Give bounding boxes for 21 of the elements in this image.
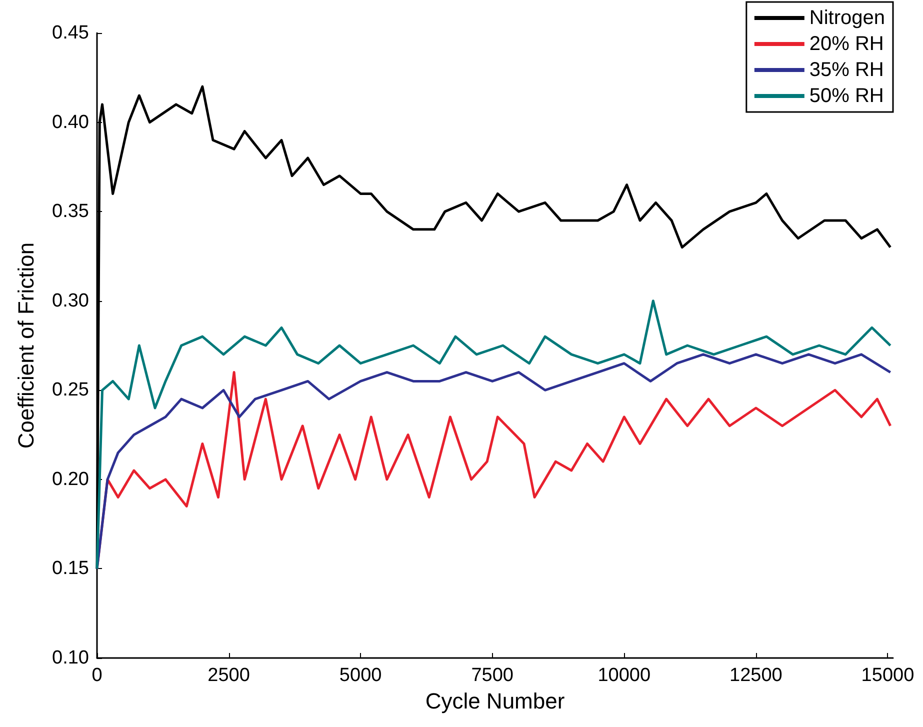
- legend-label: 20% RH: [809, 33, 884, 55]
- y-tick-label: 0.30: [52, 290, 89, 312]
- y-tick-label: 0.40: [52, 112, 89, 133]
- y-tick-label: 0.35: [52, 201, 89, 222]
- y-axis-title: Coefficient of Friction: [14, 242, 38, 449]
- x-tick-label: 5000: [339, 665, 382, 686]
- legend-label: Nitrogen: [809, 7, 886, 29]
- legend-label: 35% RH: [809, 59, 884, 81]
- y-tick-label: 0.45: [52, 22, 89, 44]
- x-tick-label: 15000: [861, 665, 914, 686]
- x-tick-label: 12500: [730, 665, 782, 686]
- x-tick-label: 10000: [598, 665, 651, 686]
- x-axis-title: Cycle Number: [425, 688, 565, 714]
- y-tick-label: 0.20: [52, 468, 89, 490]
- y-tick-label: 0.15: [52, 558, 89, 580]
- x-tick-label: 7500: [471, 665, 514, 686]
- y-tick-label: 0.10: [52, 648, 89, 668]
- y-tick-label: 0.25: [52, 380, 89, 401]
- legend-label: 50% RH: [809, 85, 884, 107]
- x-tick-label: 2500: [208, 665, 250, 686]
- x-tick-label: 0: [92, 665, 102, 686]
